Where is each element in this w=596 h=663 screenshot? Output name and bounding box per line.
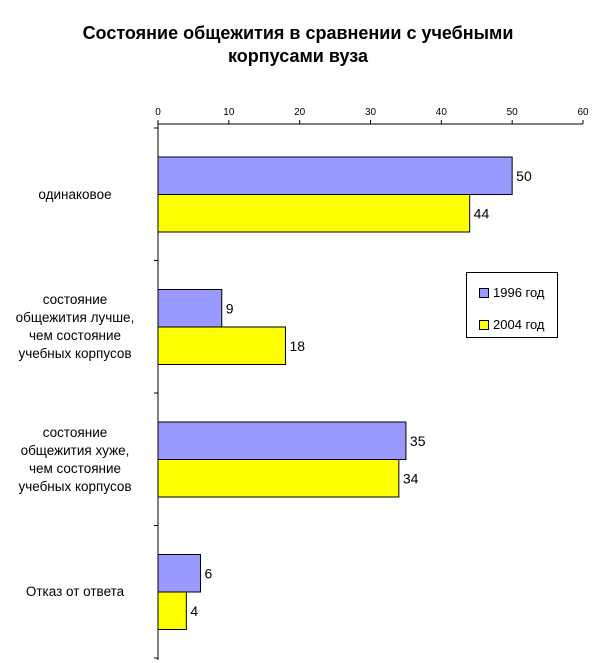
chart-title: Состояние общежития в сравнении с учебны… — [0, 22, 596, 68]
x-tick-label: 50 — [507, 107, 519, 118]
x-tick-label: 60 — [577, 107, 589, 118]
data-label: 44 — [474, 205, 490, 221]
chart-title-line-2: корпусами вуза — [228, 46, 368, 66]
category-label-line: общежития лучше, — [15, 310, 135, 325]
bar-1996 — [157, 421, 407, 460]
legend-item-1996: 1996 год — [479, 286, 545, 300]
legend-swatch-1996 — [479, 288, 489, 298]
data-label: 4 — [190, 603, 198, 619]
bar-2004 — [157, 326, 286, 365]
x-tick-label: 20 — [294, 107, 306, 118]
category-label-line: Отказ от ответа — [25, 584, 125, 599]
data-label: 50 — [516, 168, 532, 184]
x-tick-label: 30 — [365, 107, 377, 118]
bar-1996 — [157, 289, 223, 328]
x-tick-label: 0 — [155, 107, 161, 118]
category-label-line: состояние — [42, 292, 108, 307]
legend: 1996 год 2004 год — [466, 272, 558, 338]
bar-2004 — [157, 459, 400, 498]
category-label: Отказ от ответа — [0, 583, 150, 601]
legend-label-2004: 2004 год — [493, 317, 545, 332]
data-label: 6 — [205, 565, 213, 581]
bar-2004 — [157, 591, 187, 630]
category-label-line: общежития хуже, — [20, 442, 130, 458]
category-label-line: учебных корпусов — [18, 478, 132, 494]
x-tick-label: 10 — [223, 107, 235, 118]
data-label: 35 — [410, 433, 426, 449]
category-label-line: состояние — [42, 424, 108, 440]
category-label: состояние общежития лучше, чем состояние уч… — [0, 291, 150, 363]
bar-2004 — [157, 194, 471, 233]
x-tick-label: 40 — [436, 107, 448, 118]
bar-1996 — [157, 156, 513, 195]
data-label: 18 — [290, 338, 306, 354]
chart-title-line-1: Состояние общежития в сравнении с учебны… — [82, 23, 514, 43]
legend-item-2004: 2004 год — [479, 318, 545, 332]
data-label: 9 — [226, 300, 234, 316]
data-label: 34 — [403, 470, 419, 486]
category-label-line: одинаковое — [38, 186, 112, 202]
category-label: состояние общежития хуже, чем состояние уче… — [0, 424, 150, 496]
category-label-line: чем состояние — [28, 328, 122, 343]
category-label-line: чем состояние — [28, 460, 122, 476]
legend-label-1996: 1996 год — [493, 285, 545, 300]
category-label: одинаковое — [0, 186, 150, 204]
category-label-line: учебных корпусов — [18, 346, 132, 361]
bar-1996 — [157, 554, 201, 593]
legend-swatch-2004 — [479, 320, 489, 330]
